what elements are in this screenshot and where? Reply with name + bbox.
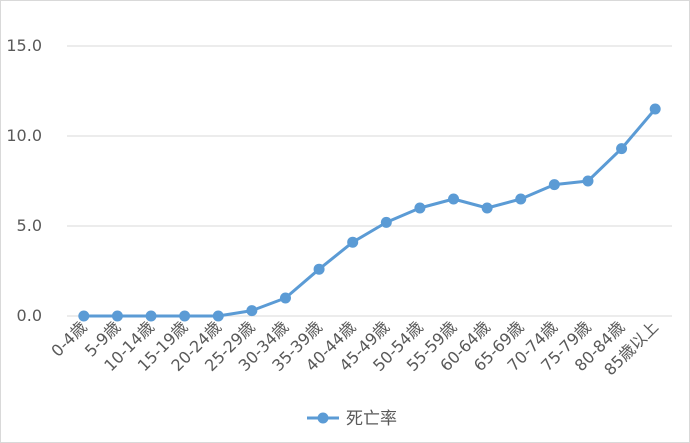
data-point	[616, 143, 628, 155]
data-point	[380, 216, 392, 228]
data-point	[582, 175, 594, 187]
data-point	[313, 263, 325, 275]
data-point	[246, 305, 258, 317]
data-point	[212, 310, 224, 322]
y-axis-labels: 0.0 5.0 10.0 15.0	[6, 36, 42, 325]
y-tick-label: 10.0	[6, 126, 42, 145]
data-point	[279, 292, 291, 304]
y-tick-label: 5.0	[17, 216, 42, 235]
data-point	[145, 310, 157, 322]
data-point	[481, 202, 493, 214]
data-point	[111, 310, 123, 322]
data-point	[78, 310, 90, 322]
series-layer	[78, 103, 661, 322]
legend: 死亡率	[307, 409, 397, 429]
data-point	[179, 310, 191, 322]
data-point	[649, 103, 661, 115]
y-tick-label: 15.0	[6, 36, 42, 55]
data-point	[515, 193, 527, 205]
data-point	[548, 179, 560, 191]
series-line	[83, 108, 657, 318]
legend-label: 死亡率	[346, 409, 397, 429]
data-point	[347, 236, 359, 248]
x-tick-label: 0-4歳	[47, 317, 90, 360]
legend-dot-marker	[317, 412, 329, 424]
data-point	[448, 193, 460, 205]
data-point	[414, 202, 426, 214]
gridlines	[67, 45, 672, 317]
x-axis-labels: 0-4歳5-9歳10-14歳15-19歳20-24歳25-29歳30-34歳35…	[47, 317, 662, 379]
y-tick-label: 0.0	[17, 306, 42, 325]
